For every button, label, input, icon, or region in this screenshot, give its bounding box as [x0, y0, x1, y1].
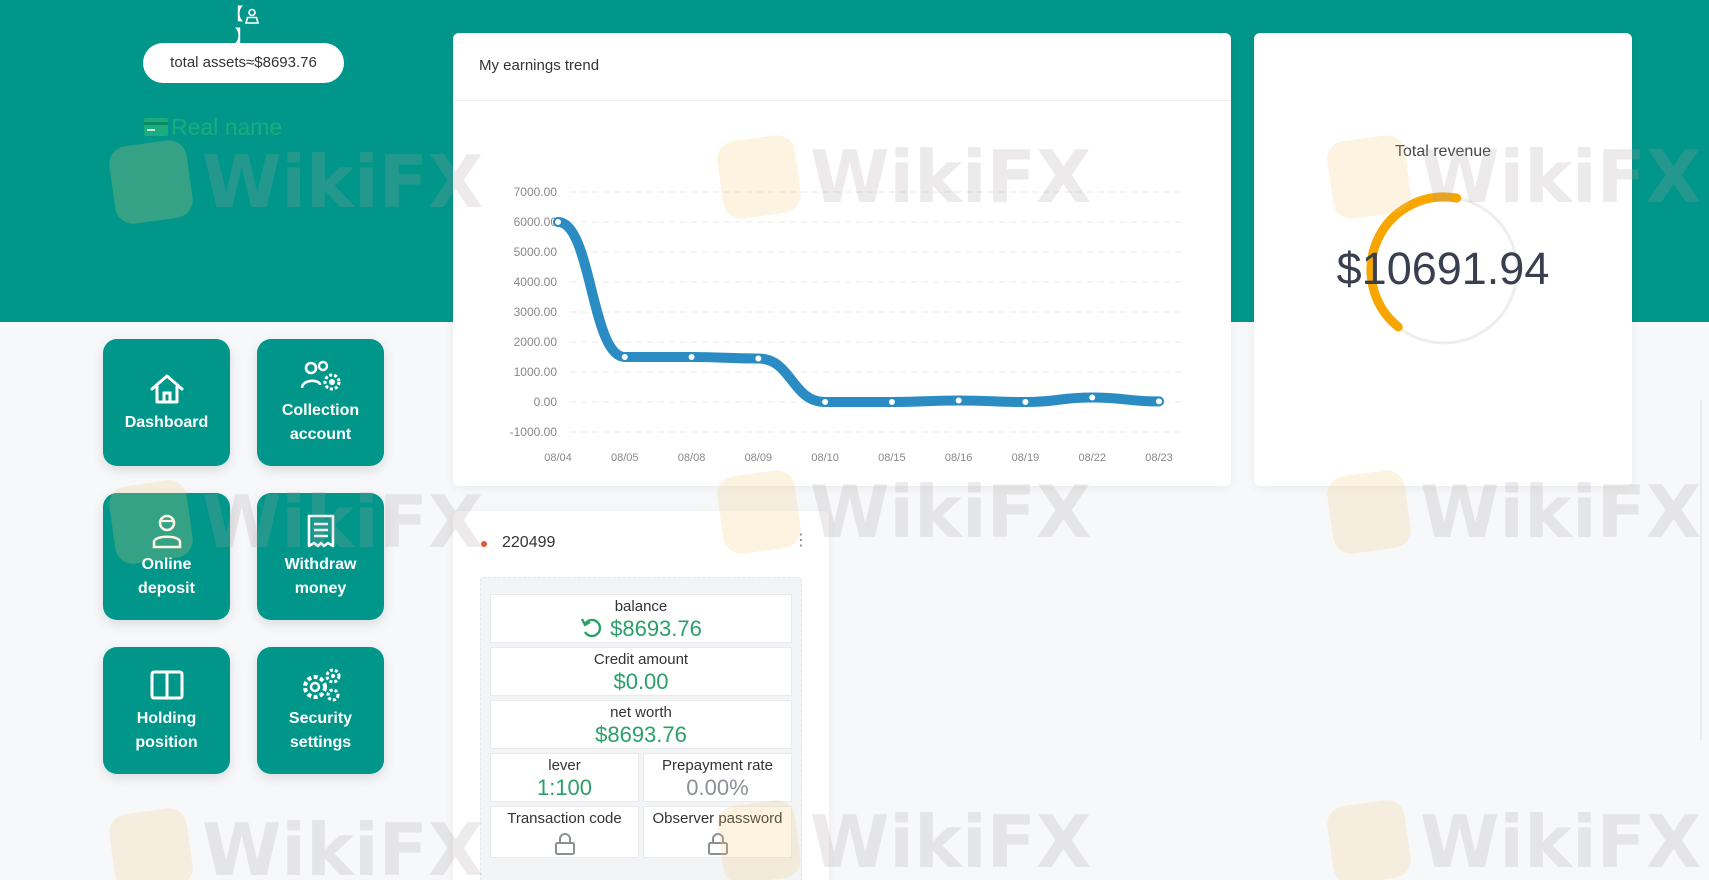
id-card-icon [144, 118, 168, 136]
tile-security-settings[interactable]: Security settings [257, 647, 384, 774]
x-tick-label: 08/05 [611, 452, 639, 464]
data-point[interactable] [820, 397, 831, 407]
y-tick-label: 1000.00 [514, 365, 558, 379]
balance-cell: balance $8693.76 [490, 594, 792, 643]
lever-value: 1:100 [536, 775, 593, 800]
account-status-dot [481, 541, 487, 547]
tile-online-deposit[interactable]: Online deposit [103, 493, 230, 620]
lever-label: lever [548, 757, 581, 774]
refresh-icon[interactable] [580, 617, 604, 639]
x-tick-label: 08/19 [1012, 452, 1040, 464]
data-point[interactable] [553, 217, 563, 227]
tile-label: Holding position [135, 709, 198, 751]
lock-icon[interactable] [491, 832, 638, 861]
account-card: 220499 ⋮ balance $8693.76 Credit amount … [453, 511, 829, 880]
data-point[interactable] [753, 353, 764, 364]
data-point[interactable] [1020, 397, 1031, 407]
user-deposit-icon [150, 513, 184, 549]
revenue-title: Total revenue [1394, 143, 1492, 160]
gears-icon [300, 667, 342, 703]
data-point[interactable] [953, 395, 964, 406]
side-panel-edge [1700, 400, 1702, 740]
x-tick-label: 08/22 [1078, 452, 1106, 464]
data-point[interactable] [1087, 392, 1098, 403]
prepayment-cell: Prepayment rate 0.00% [643, 753, 792, 802]
y-tick-label: 4000.00 [514, 275, 558, 289]
balance-value: $8693.76 [610, 616, 702, 641]
data-point[interactable] [886, 397, 897, 407]
transaction-code-cell[interactable]: Transaction code [490, 806, 639, 858]
earnings-trend-card: My earnings trend 7000.00 6000.00 5000.00 4… [453, 33, 1231, 486]
columns-icon [149, 667, 185, 703]
divider [453, 100, 1231, 101]
receipt-icon [306, 513, 336, 549]
users-gear-icon [299, 359, 343, 395]
balance-label: balance [614, 598, 668, 615]
x-tick-label: 08/16 [945, 452, 973, 464]
tile-holding-position[interactable]: Holding position [103, 647, 230, 774]
credit-label: Credit amount [593, 651, 689, 668]
total-revenue-card: Total revenue $10691.94 [1254, 33, 1632, 486]
y-tick-label: 2000.00 [514, 335, 558, 349]
total-assets-pill: total assets≈$8693.76 [143, 43, 344, 83]
watermark-logo: WikiFX [1324, 797, 1701, 880]
lock-icon[interactable] [644, 832, 791, 861]
earnings-trend-chart: 7000.00 6000.00 5000.00 4000.00 3000.00 2000.… [510, 185, 1181, 464]
balance-value-row: $8693.76 [491, 616, 791, 642]
tile-label: Collection account [281, 401, 360, 443]
observer-password-cell[interactable]: Observer password [643, 806, 792, 858]
revenue-value: $10691.94 [1336, 243, 1550, 294]
observer-password-label: Observer password [652, 810, 783, 827]
y-tick-label: 5000.00 [514, 245, 558, 259]
y-tick-label: 6000.00 [514, 215, 558, 229]
data-point[interactable] [1154, 396, 1164, 407]
more-menu-icon[interactable]: ⋮ [793, 532, 809, 549]
data-point[interactable] [619, 352, 630, 362]
user-badge: 【】 [222, 4, 264, 46]
x-tick-label: 08/04 [544, 452, 572, 464]
x-tick-label: 08/10 [811, 452, 839, 464]
tile-collection-account[interactable]: Collection account [257, 339, 384, 466]
x-tick-label: 08/23 [1145, 452, 1173, 464]
real-name-label: Real name [171, 114, 283, 140]
prepayment-label: Prepayment rate [662, 757, 773, 774]
revenue-gauge-arc [1366, 192, 1462, 332]
y-tick-label: 3000.00 [514, 305, 558, 319]
networth-cell: net worth $8693.76 [490, 700, 792, 749]
tile-label: Online deposit [138, 555, 195, 597]
x-tick-label: 08/09 [745, 452, 773, 464]
account-details: balance $8693.76 Credit amount $0.00 net… [480, 577, 802, 880]
credit-value: $0.00 [613, 669, 669, 694]
tile-dashboard[interactable]: Dashboard [103, 339, 230, 466]
tile-withdraw-money[interactable]: Withdraw money [257, 493, 384, 620]
trend-title: My earnings trend [479, 57, 600, 74]
real-name-link[interactable]: Real name [143, 114, 282, 140]
networth-label: net worth [610, 704, 672, 721]
account-id: 220499 [502, 534, 556, 551]
x-tick-label: 08/15 [878, 452, 906, 464]
data-point[interactable] [686, 352, 697, 362]
revenue-gauge [1366, 192, 1519, 345]
y-tick-label: 7000.00 [514, 185, 558, 199]
transaction-code-label: Transaction code [507, 810, 622, 827]
tile-label: Dashboard [124, 413, 209, 431]
watermark-logo: WikiFX [106, 805, 483, 880]
tile-label: Security settings [288, 709, 353, 751]
x-tick-label: 08/08 [678, 452, 706, 464]
credit-cell: Credit amount $0.00 [490, 647, 792, 696]
y-tick-label: -1000.00 [510, 425, 558, 439]
networth-value: $8693.76 [595, 722, 687, 747]
tile-label: Withdraw money [284, 555, 357, 597]
prepayment-value: 0.00% [686, 775, 749, 800]
lever-cell: lever 1:100 [490, 753, 639, 802]
home-icon [148, 371, 186, 407]
user-badge-icon [244, 8, 259, 24]
y-tick-label: 0.00 [534, 395, 558, 409]
